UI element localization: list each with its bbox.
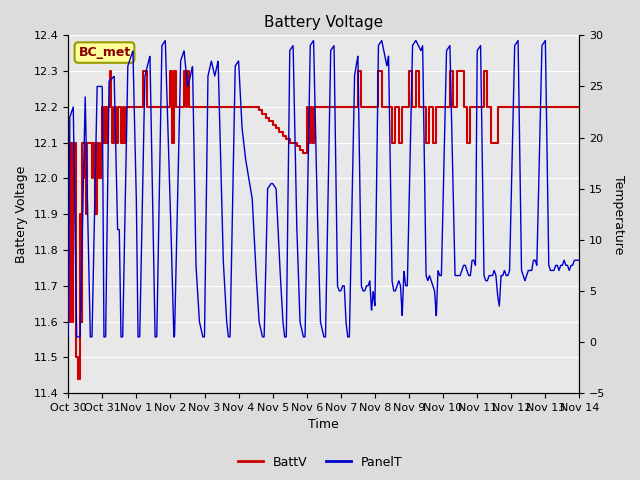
Legend: BattV, PanelT: BattV, PanelT <box>232 451 408 474</box>
Y-axis label: Temperature: Temperature <box>612 175 625 254</box>
Text: BC_met: BC_met <box>78 46 131 59</box>
X-axis label: Time: Time <box>308 419 339 432</box>
Title: Battery Voltage: Battery Voltage <box>264 15 383 30</box>
Y-axis label: Battery Voltage: Battery Voltage <box>15 166 28 263</box>
